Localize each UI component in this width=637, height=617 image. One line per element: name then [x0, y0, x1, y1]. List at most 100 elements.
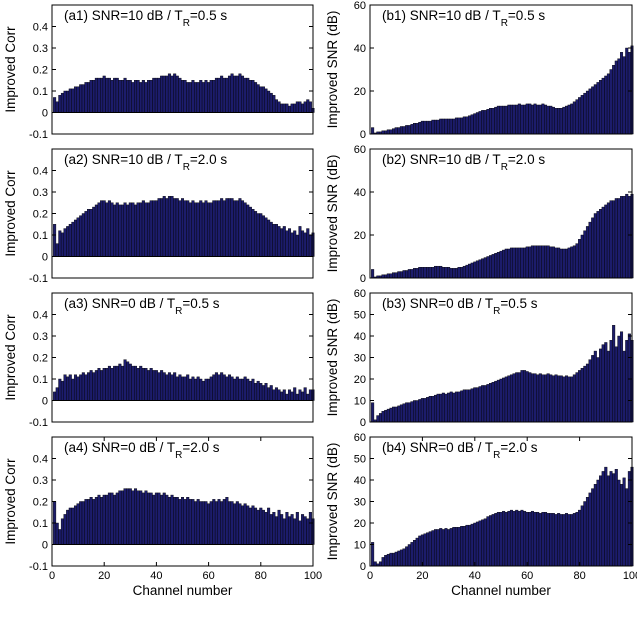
y-axis-label: Improved Corr	[3, 170, 18, 257]
bar	[81, 84, 85, 113]
bar	[280, 103, 284, 113]
y-tick-label: 20	[354, 518, 366, 530]
bar	[420, 267, 424, 279]
bar	[578, 370, 582, 423]
bar	[157, 198, 161, 257]
bar	[617, 335, 621, 423]
bar	[473, 522, 477, 567]
bar	[583, 230, 587, 279]
y-tick-label: 0.2	[33, 209, 48, 221]
bar	[381, 557, 385, 567]
bar	[131, 82, 135, 113]
bar	[538, 104, 542, 135]
bar	[186, 200, 190, 257]
bar	[444, 393, 448, 423]
bar	[290, 514, 294, 545]
bar	[371, 269, 375, 279]
bar	[149, 368, 153, 401]
bar	[76, 217, 80, 257]
bar	[308, 234, 312, 257]
bar	[282, 518, 286, 545]
bar	[71, 88, 75, 113]
y-tick-label: 30	[354, 353, 366, 365]
bar	[530, 373, 534, 423]
bar	[525, 246, 529, 279]
bar	[180, 80, 185, 113]
bar	[551, 513, 555, 567]
bar	[449, 118, 453, 135]
bar	[173, 372, 177, 401]
bar	[261, 509, 265, 545]
bar	[199, 200, 203, 257]
bar	[285, 393, 289, 401]
bar	[609, 340, 613, 423]
bar	[167, 196, 171, 257]
bar	[507, 375, 511, 423]
bar	[426, 120, 430, 135]
bar	[499, 105, 503, 135]
bar	[612, 200, 616, 279]
bar	[248, 206, 252, 257]
x-tick-label: 80	[573, 570, 585, 582]
bar	[272, 389, 276, 401]
bar	[583, 365, 587, 423]
y-tick-label: 40	[354, 331, 366, 343]
bar	[194, 82, 198, 113]
bar	[201, 380, 205, 401]
bar	[517, 103, 521, 135]
y-tick-label: 0	[360, 129, 366, 141]
bar	[627, 333, 631, 423]
bar	[533, 103, 537, 135]
bar	[599, 208, 603, 279]
bar	[180, 198, 185, 257]
bar	[486, 384, 490, 423]
bar	[436, 393, 440, 423]
bar	[614, 60, 618, 135]
bar	[415, 268, 419, 279]
bar	[280, 514, 284, 545]
bar	[439, 118, 443, 135]
bar	[154, 492, 158, 545]
bar	[478, 259, 482, 279]
bar	[415, 537, 419, 567]
title-part: R	[493, 450, 500, 461]
bar	[551, 375, 555, 423]
bar	[559, 107, 563, 135]
bar	[371, 402, 375, 423]
bar	[269, 514, 273, 545]
bar	[436, 529, 440, 567]
bar	[131, 365, 135, 401]
bar	[378, 413, 382, 423]
bar	[473, 387, 477, 423]
bar	[567, 376, 571, 423]
bar	[591, 355, 595, 423]
bar	[128, 202, 132, 257]
title-part: (b1) SNR=10 dB / T	[382, 8, 501, 23]
y-tick-label: -0.1	[29, 561, 48, 573]
bar	[394, 272, 398, 279]
bar	[599, 348, 603, 423]
bar	[454, 268, 458, 279]
bar	[609, 200, 613, 279]
bar	[384, 409, 388, 423]
bar	[612, 325, 616, 423]
bar	[225, 497, 229, 545]
bar	[248, 380, 252, 401]
bar	[71, 378, 75, 401]
bar	[575, 372, 579, 423]
bar	[180, 497, 185, 545]
bar	[509, 509, 513, 567]
bar	[473, 261, 477, 279]
bar	[113, 204, 117, 257]
bar	[79, 374, 83, 401]
title-part: R	[183, 18, 190, 29]
bar	[570, 246, 574, 279]
x-axis-label: Channel number	[451, 583, 551, 598]
bar	[441, 529, 445, 567]
bar	[596, 211, 600, 279]
bar	[84, 82, 88, 113]
bar	[386, 553, 390, 567]
bar	[536, 245, 540, 279]
bar	[460, 267, 464, 279]
bar	[301, 514, 305, 545]
